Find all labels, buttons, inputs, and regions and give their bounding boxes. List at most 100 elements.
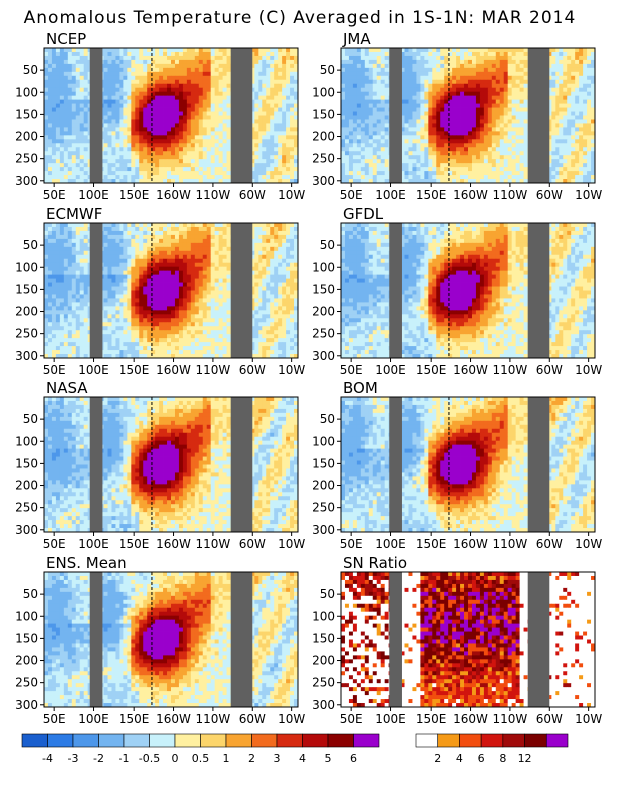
heatmap-cell — [559, 139, 564, 144]
heatmap-cell — [123, 119, 128, 124]
heatmap-cell — [479, 79, 485, 85]
heatmap-cell — [83, 127, 89, 132]
heatmap-cell — [47, 179, 53, 183]
heatmap-cell — [432, 155, 437, 160]
heatmap-cell — [107, 131, 112, 136]
heatmap-cell — [198, 48, 204, 53]
heatmap-cell — [226, 75, 231, 81]
heatmap-cell — [218, 119, 223, 124]
heatmap-cell — [571, 107, 576, 112]
heatmap-cell — [468, 119, 473, 124]
heatmap-cell — [111, 107, 116, 112]
heatmap-cell — [591, 167, 595, 172]
heatmap-cell — [218, 48, 223, 53]
heatmap-cell — [163, 250, 168, 256]
heatmap-cell — [515, 83, 520, 89]
heatmap-cell — [278, 75, 283, 81]
heatmap-cell — [71, 123, 77, 128]
heatmap-cell — [384, 155, 390, 160]
heatmap-cell — [452, 179, 457, 183]
heatmap-cell — [135, 147, 140, 152]
heatmap-cell — [551, 127, 556, 132]
heatmap-cell — [111, 179, 116, 183]
heatmap-cell — [448, 59, 453, 65]
heatmap-cell — [436, 67, 441, 73]
heatmap-cell — [55, 238, 61, 244]
heatmap-cell — [448, 91, 453, 97]
heatmap-cell — [290, 67, 295, 73]
heatmap-cell — [428, 75, 433, 81]
heatmap-cell — [266, 238, 271, 244]
heatmap-cell — [250, 175, 255, 180]
heatmap-cell — [75, 123, 81, 128]
heatmap-cell — [416, 67, 421, 73]
heatmap-cell — [274, 103, 279, 108]
heatmap-cell — [456, 139, 461, 144]
heatmap-cell — [515, 87, 520, 93]
heatmap-cell — [507, 59, 513, 65]
heatmap-cell — [44, 91, 49, 97]
heatmap-cell — [51, 175, 57, 180]
heatmap-cell — [167, 223, 172, 228]
heatmap-cell — [286, 51, 291, 57]
heatmap-cell — [131, 131, 136, 136]
heatmap-cell — [563, 147, 568, 152]
heatmap-cell — [575, 83, 580, 89]
heatmap-cell — [222, 131, 227, 136]
heatmap-cell — [71, 48, 77, 53]
heatmap-cell — [59, 234, 65, 240]
heatmap-cell — [547, 59, 552, 65]
heatmap-cell — [111, 63, 116, 69]
heatmap-cell — [59, 246, 65, 252]
heatmap-cell — [171, 139, 176, 144]
heatmap-cell — [567, 67, 572, 73]
heatmap-cell — [348, 179, 354, 183]
heatmap-cell — [372, 155, 378, 160]
heatmap-cell — [404, 159, 409, 164]
heatmap-cell — [206, 87, 212, 93]
heatmap-cell — [79, 111, 85, 116]
heatmap-cell — [468, 95, 473, 101]
heatmap-cell — [171, 155, 176, 160]
heatmap-cell — [254, 103, 259, 108]
heatmap-cell — [155, 99, 160, 104]
heatmap-cell — [408, 147, 413, 152]
heatmap-cell — [63, 107, 69, 112]
heatmap-cell — [194, 155, 200, 160]
heatmap-cell — [258, 163, 263, 168]
heatmap-cell — [360, 131, 366, 136]
heatmap-cell — [198, 250, 204, 256]
heatmap-cell — [499, 55, 505, 61]
heatmap-cell — [364, 159, 370, 164]
heatmap-cell — [222, 151, 227, 156]
heatmap-cell — [487, 127, 493, 132]
heatmap-cell — [400, 135, 405, 140]
heatmap-cell — [286, 171, 291, 176]
heatmap-cell — [250, 51, 255, 57]
heatmap-cell — [83, 147, 89, 152]
heatmap-cell — [139, 111, 144, 116]
heatmap-cell — [155, 123, 160, 128]
heatmap-cell — [262, 163, 267, 168]
heatmap-cell — [79, 147, 85, 152]
heatmap-cell — [460, 147, 465, 152]
heatmap-cell — [503, 67, 509, 73]
heatmap-cell — [523, 151, 528, 156]
heatmap-cell — [551, 139, 556, 144]
heatmap-cell — [206, 91, 212, 97]
heatmap-cell — [266, 83, 271, 89]
heatmap-cell — [444, 115, 449, 120]
heatmap-cell — [491, 63, 497, 69]
heatmap-cell — [139, 155, 144, 160]
heatmap-cell — [278, 155, 283, 160]
heatmap-cell — [348, 95, 354, 101]
heatmap-cell — [151, 71, 156, 77]
heatmap-cell — [278, 91, 283, 97]
heatmap-cell — [71, 226, 77, 232]
heatmap-cell — [286, 226, 291, 232]
heatmap-cell — [432, 171, 437, 176]
heatmap-cell — [174, 171, 180, 176]
heatmap-cell — [503, 71, 509, 77]
heatmap-cell — [567, 71, 572, 77]
heatmap-cell — [222, 75, 227, 81]
